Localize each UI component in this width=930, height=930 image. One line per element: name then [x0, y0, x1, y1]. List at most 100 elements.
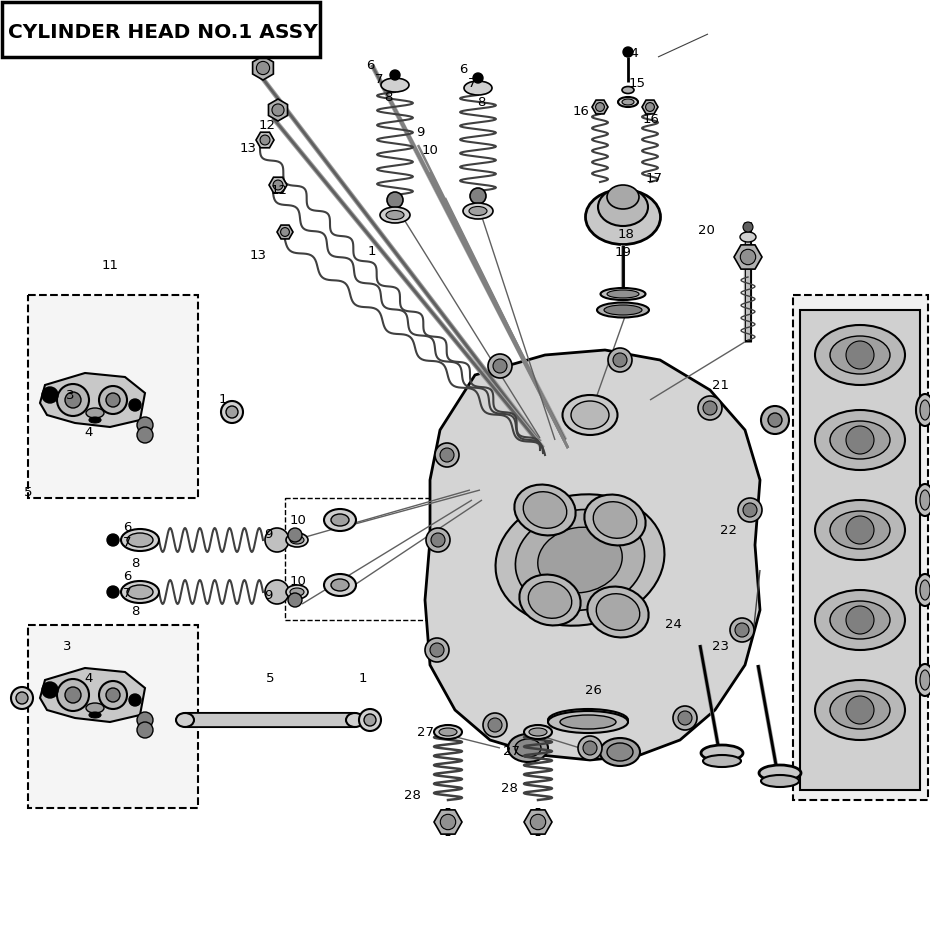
Ellipse shape	[324, 574, 356, 596]
Circle shape	[483, 713, 507, 737]
Circle shape	[281, 228, 289, 236]
Ellipse shape	[600, 738, 640, 766]
Ellipse shape	[586, 190, 660, 245]
Circle shape	[768, 413, 782, 427]
Ellipse shape	[121, 581, 159, 603]
Ellipse shape	[916, 484, 930, 516]
Text: 1: 1	[367, 245, 377, 258]
Circle shape	[440, 815, 456, 830]
Ellipse shape	[359, 709, 381, 731]
Circle shape	[273, 180, 283, 190]
Text: 8: 8	[130, 604, 140, 618]
Ellipse shape	[439, 728, 457, 736]
Text: 16: 16	[573, 105, 590, 118]
Ellipse shape	[920, 670, 930, 690]
Circle shape	[430, 643, 444, 657]
Polygon shape	[28, 295, 198, 498]
Ellipse shape	[469, 206, 487, 216]
Text: 28: 28	[501, 782, 518, 795]
Ellipse shape	[127, 585, 153, 599]
Circle shape	[137, 712, 153, 728]
Ellipse shape	[121, 529, 159, 551]
Ellipse shape	[226, 406, 238, 418]
Polygon shape	[277, 225, 293, 239]
Ellipse shape	[815, 680, 905, 740]
Polygon shape	[269, 99, 287, 121]
Circle shape	[57, 384, 89, 416]
Ellipse shape	[703, 755, 741, 767]
Ellipse shape	[346, 713, 364, 727]
Ellipse shape	[830, 511, 890, 549]
Polygon shape	[253, 56, 273, 80]
Circle shape	[137, 722, 153, 738]
Ellipse shape	[463, 203, 493, 219]
Circle shape	[57, 679, 89, 711]
Ellipse shape	[588, 587, 648, 637]
Ellipse shape	[515, 510, 644, 610]
Text: 4: 4	[84, 426, 93, 439]
Ellipse shape	[618, 97, 638, 107]
Polygon shape	[40, 668, 145, 722]
Ellipse shape	[524, 725, 552, 739]
Ellipse shape	[604, 305, 642, 315]
Circle shape	[595, 102, 604, 112]
Circle shape	[703, 401, 717, 415]
Bar	[2, 2, 320, 57]
Circle shape	[99, 386, 127, 414]
Ellipse shape	[538, 527, 622, 592]
Ellipse shape	[830, 601, 890, 639]
Bar	[185, 713, 355, 727]
Ellipse shape	[381, 78, 409, 92]
Ellipse shape	[916, 574, 930, 606]
Polygon shape	[800, 310, 920, 790]
Circle shape	[473, 73, 483, 83]
Ellipse shape	[920, 490, 930, 510]
Ellipse shape	[601, 288, 645, 300]
Text: 26: 26	[585, 684, 602, 697]
Circle shape	[846, 606, 874, 634]
Ellipse shape	[434, 725, 462, 739]
Ellipse shape	[290, 588, 304, 596]
Text: 12: 12	[271, 184, 287, 197]
Ellipse shape	[571, 401, 609, 429]
Circle shape	[425, 638, 449, 662]
Text: 13: 13	[250, 249, 267, 262]
Circle shape	[435, 443, 459, 467]
Ellipse shape	[560, 715, 616, 729]
Text: 6: 6	[365, 59, 375, 72]
Ellipse shape	[597, 302, 649, 317]
Text: 3: 3	[62, 640, 72, 653]
Ellipse shape	[920, 580, 930, 600]
Text: 4: 4	[84, 672, 93, 685]
Ellipse shape	[86, 408, 104, 418]
Circle shape	[106, 393, 120, 407]
Circle shape	[107, 586, 119, 598]
Ellipse shape	[607, 743, 633, 761]
Ellipse shape	[519, 575, 580, 626]
Circle shape	[257, 61, 270, 74]
Ellipse shape	[386, 210, 404, 219]
Ellipse shape	[496, 495, 664, 626]
Text: 8: 8	[130, 557, 140, 570]
Text: 9: 9	[416, 126, 425, 139]
Text: 7: 7	[123, 587, 132, 600]
Text: 8: 8	[477, 96, 486, 109]
Ellipse shape	[89, 712, 101, 718]
Text: 5: 5	[23, 486, 33, 499]
Ellipse shape	[593, 501, 637, 538]
Ellipse shape	[563, 395, 618, 435]
Circle shape	[440, 448, 454, 462]
Ellipse shape	[176, 713, 194, 727]
Text: 10: 10	[289, 514, 306, 527]
Text: 1: 1	[358, 672, 367, 685]
Text: 24: 24	[665, 618, 682, 631]
Ellipse shape	[380, 207, 410, 223]
Circle shape	[761, 406, 789, 434]
Text: 6: 6	[458, 63, 468, 76]
Ellipse shape	[331, 514, 349, 526]
Circle shape	[288, 593, 302, 607]
Circle shape	[743, 222, 753, 232]
Circle shape	[608, 348, 632, 372]
Text: 7: 7	[375, 73, 384, 86]
Polygon shape	[28, 625, 198, 808]
